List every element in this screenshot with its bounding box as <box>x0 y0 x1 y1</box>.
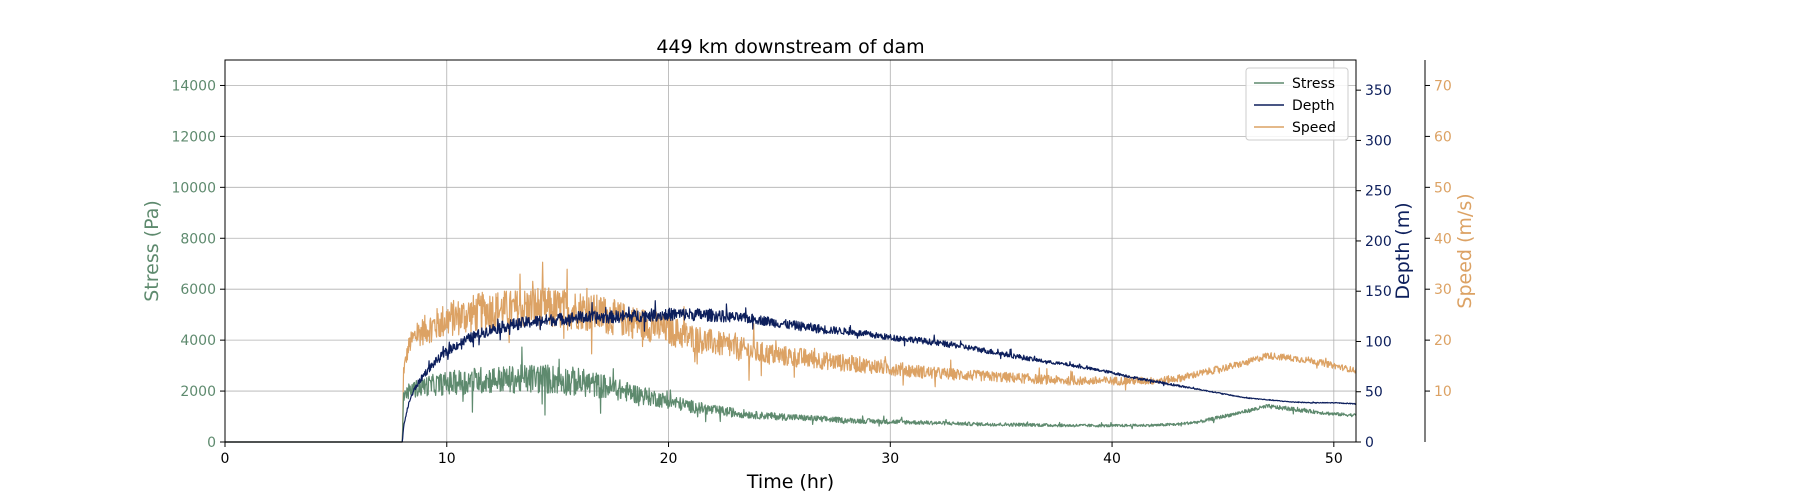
stress-tick-label: 4000 <box>180 333 216 349</box>
x-tick-label: 30 <box>881 451 899 467</box>
x-tick-label: 50 <box>1325 451 1343 467</box>
speed-tick-label: 50 <box>1434 180 1452 196</box>
depth-tick-label: 350 <box>1365 83 1392 99</box>
speed-tick-label: 60 <box>1434 129 1452 145</box>
y-axis-label-speed: Speed (m/s) <box>1454 193 1476 308</box>
legend-box <box>1245 67 1349 141</box>
stress-tick-label: 10000 <box>171 180 216 196</box>
series-layer <box>224 261 1357 443</box>
axes-layer: 0 10 20 30 40 5002000400060008000100001200014… <box>171 60 1452 467</box>
speed-tick-label: 70 <box>1434 78 1452 94</box>
series-line-speed <box>224 261 1357 443</box>
series-line-depth <box>224 300 1357 443</box>
speed-tick-label: 20 <box>1434 333 1452 349</box>
plot-frame <box>224 59 1357 443</box>
depth-tick-label: 100 <box>1365 334 1392 350</box>
y-axis-label-stress: Stress (Pa) <box>141 200 163 302</box>
legend-label-stress: Stress <box>1292 76 1335 92</box>
legend-label-depth: Depth <box>1292 98 1335 114</box>
x-tick-label: 40 <box>1103 451 1121 467</box>
depth-tick-label: 300 <box>1365 133 1392 149</box>
depth-tick-label: 200 <box>1365 234 1392 250</box>
depth-tick-label: 250 <box>1365 184 1392 200</box>
speed-tick-label: 40 <box>1434 231 1452 247</box>
depth-tick-label: 150 <box>1365 284 1392 300</box>
speed-tick-label: 10 <box>1434 384 1452 400</box>
stress-tick-label: 8000 <box>180 231 216 247</box>
y-axis-label-depth: Depth (m) <box>1392 202 1414 299</box>
legend: Stress Depth Speed <box>1245 67 1349 141</box>
series-line-stress <box>224 346 1357 443</box>
x-tick-label: 0 <box>221 451 230 467</box>
stress-tick-label: 6000 <box>180 282 216 298</box>
depth-tick-label: 0 <box>1365 435 1374 451</box>
stress-tick-label: 14000 <box>171 78 216 94</box>
depth-tick-label: 50 <box>1365 385 1383 401</box>
speed-tick-label: 30 <box>1434 282 1452 298</box>
legend-label-speed: Speed <box>1292 120 1336 136</box>
x-axis-label: Time (hr) <box>746 471 834 493</box>
x-tick-label: 20 <box>660 451 678 467</box>
stress-tick-label: 12000 <box>171 129 216 145</box>
stress-tick-label: 2000 <box>180 384 216 400</box>
stress-tick-label: 0 <box>207 435 216 451</box>
x-tick-label: 10 <box>438 451 456 467</box>
chart-title: 449 km downstream of dam <box>656 36 924 58</box>
grid-layer <box>224 60 1356 443</box>
